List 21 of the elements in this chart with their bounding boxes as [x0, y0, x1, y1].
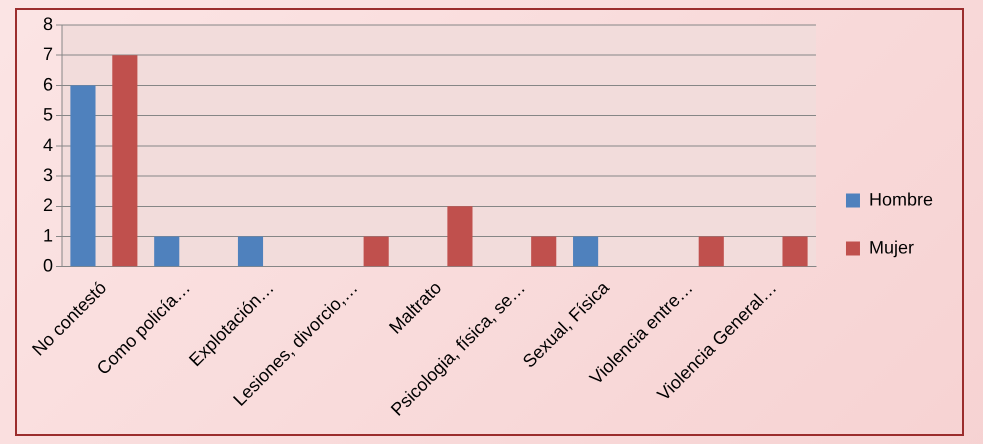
bar: [112, 55, 138, 266]
bar: [447, 206, 473, 266]
bar: [573, 236, 598, 266]
y-tick-label: 3: [42, 165, 54, 186]
y-tick-label: 6: [42, 74, 54, 94]
y-tick-label: 2: [42, 195, 54, 216]
bar: [364, 236, 389, 266]
y-tick-label: 5: [42, 104, 54, 125]
y-tick-label: 0: [42, 256, 54, 276]
y-tick-label: 4: [42, 134, 54, 155]
bar: [70, 85, 96, 266]
y-tick-label: 7: [42, 44, 54, 64]
legend-label: Hombre: [868, 189, 934, 210]
y-tick-label: 1: [42, 225, 54, 246]
bar: [698, 236, 724, 266]
bar: [782, 236, 808, 266]
bar: [238, 236, 264, 266]
bar: [531, 236, 556, 266]
legend-label: Mujer: [868, 237, 914, 258]
y-tick-label: 8: [42, 14, 54, 34]
bar: [154, 236, 180, 266]
